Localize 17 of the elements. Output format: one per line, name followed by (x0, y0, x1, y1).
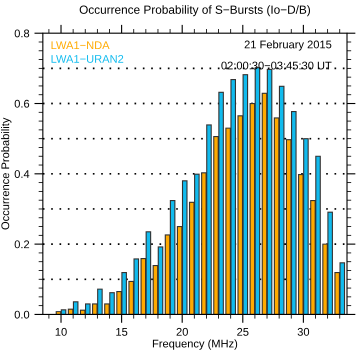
y-tick-label: 0.4 (14, 170, 30, 178)
chart-title: Occurrence Probability of S−Bursts (Io−D/B) (80, 5, 310, 16)
x-tick-label: 20 (176, 328, 188, 336)
annotation: 02:00:30−03:45:30 UT (221, 62, 332, 70)
y-tick-label: 0.6 (14, 100, 30, 108)
x-axis-title: Frequency (MHz) (152, 339, 238, 350)
y-tick-label: 0.2 (14, 240, 30, 248)
x-tick-label: 30 (298, 328, 310, 336)
x-tick-label: 10 (56, 328, 67, 336)
annotation: 21 February 2015 (244, 40, 332, 51)
x-tick-label: 25 (237, 328, 249, 336)
y-tick-label: 0.8 (14, 29, 30, 38)
y-axis-title: Occurrence Probability (1, 118, 12, 230)
y-tick-label: 0.0 (14, 310, 30, 319)
x-tick-label: 15 (116, 328, 128, 336)
text: LWA1−NDA (52, 41, 110, 50)
text: LWA1−URAN2 (52, 54, 124, 63)
